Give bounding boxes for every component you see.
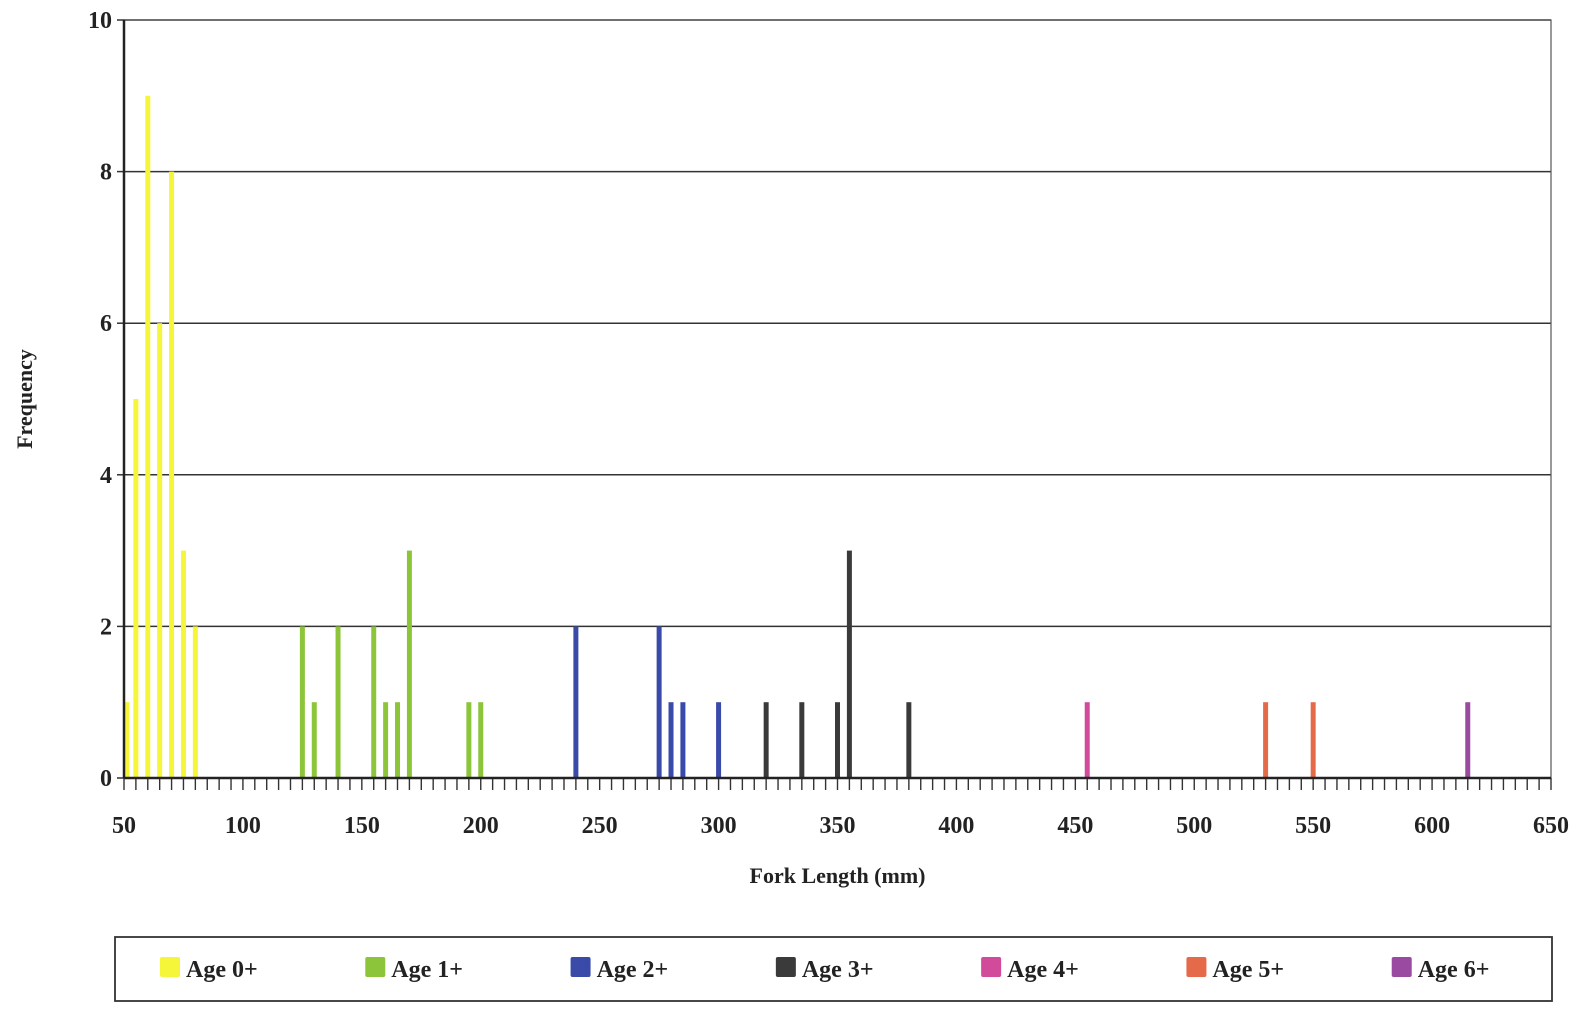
x-tick-label: 200	[463, 813, 499, 839]
bar	[847, 551, 852, 778]
bar	[133, 399, 138, 778]
x-tick-label: 350	[820, 813, 856, 839]
legend-swatch	[776, 957, 796, 977]
bar	[395, 702, 400, 778]
bars	[125, 96, 1471, 778]
bar	[145, 96, 150, 778]
bar	[169, 172, 174, 778]
bar	[125, 702, 130, 778]
legend-entry: Age 0+	[186, 957, 258, 983]
x-tick-label: 400	[938, 813, 974, 839]
legend-entry: Age 4+	[1007, 957, 1079, 983]
x-tick-label: 250	[582, 813, 618, 839]
bar	[799, 702, 804, 778]
bar	[680, 702, 685, 778]
x-tick-label: 650	[1533, 813, 1569, 839]
y-tick-label: 0	[100, 766, 112, 792]
x-tick-label: 50	[112, 813, 136, 839]
x-axis-title: Fork Length (mm)	[750, 863, 926, 888]
legend-swatch	[1186, 957, 1206, 977]
bar	[157, 323, 162, 778]
legend-swatch	[571, 957, 591, 977]
bar	[657, 626, 662, 778]
bar	[764, 702, 769, 778]
x-tick-label: 100	[225, 813, 261, 839]
bar	[193, 626, 198, 778]
legend: Age 0+ Age 1+ Age 2+ Age 3+ Age 4+ Age 5+ Age …	[115, 937, 1552, 1001]
bar	[300, 626, 305, 778]
bar	[1465, 702, 1470, 778]
legend-swatch	[1392, 957, 1412, 977]
x-tick-label: 600	[1414, 813, 1450, 839]
legend-swatch	[160, 957, 180, 977]
bar	[407, 551, 412, 778]
legend-swatch	[981, 957, 1001, 977]
x-tick-label: 450	[1057, 813, 1093, 839]
y-tick-label: 8	[100, 160, 112, 186]
y-tick-label: 10	[88, 8, 112, 34]
bar	[478, 702, 483, 778]
bar	[669, 702, 674, 778]
tick-labels: 0 2 4 6 8 10 50 100 150 200 250 300 350 400 450 500 550 6…	[88, 8, 1569, 839]
bar	[1311, 702, 1316, 778]
x-tick-label: 150	[344, 813, 380, 839]
axes	[117, 20, 1551, 790]
legend-entry: Age 3+	[802, 957, 874, 983]
x-tick-label: 300	[701, 813, 737, 839]
bar	[383, 702, 388, 778]
bar	[835, 702, 840, 778]
legend-entry: Age 5+	[1212, 957, 1284, 983]
bar	[371, 626, 376, 778]
legend-swatch	[365, 957, 385, 977]
bar	[573, 626, 578, 778]
bar	[906, 702, 911, 778]
bar	[716, 702, 721, 778]
legend-entry: Age 1+	[391, 957, 463, 983]
legend-entry: Age 6+	[1418, 957, 1490, 983]
y-tick-label: 2	[100, 614, 112, 640]
bar	[181, 551, 186, 778]
x-tick-label: 500	[1176, 813, 1212, 839]
legend-entry: Age 2+	[597, 957, 669, 983]
bar	[336, 626, 341, 778]
bar	[466, 702, 471, 778]
bar	[1085, 702, 1090, 778]
x-tick-label: 550	[1295, 813, 1331, 839]
y-tick-label: 4	[100, 463, 112, 489]
grid-lines	[124, 20, 1551, 626]
y-tick-label: 6	[100, 311, 112, 337]
bar	[1263, 702, 1268, 778]
y-axis-title: Frequency	[12, 349, 37, 449]
bar	[312, 702, 317, 778]
